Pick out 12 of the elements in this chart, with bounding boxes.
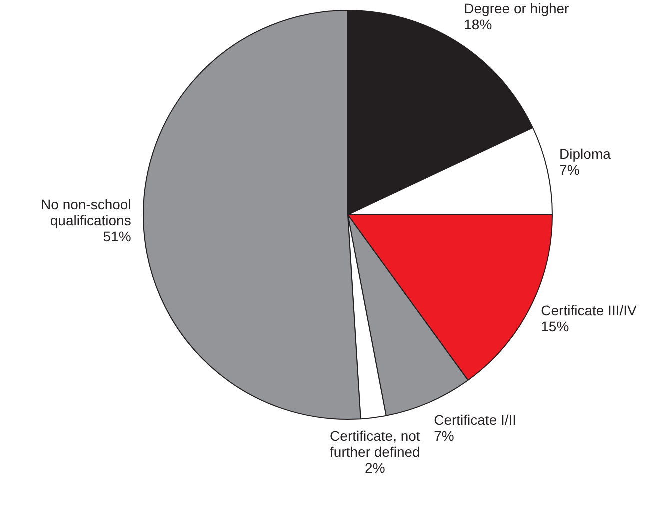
slice-label: No non-school qualifications <box>41 196 132 228</box>
slice-label: Certificate I/II <box>434 412 517 428</box>
data-label: 7% <box>560 162 580 178</box>
slice-label: Certificate III/IV <box>541 302 638 319</box>
slice-label: Degree or higher <box>464 0 570 16</box>
data-label: 51% <box>103 228 132 244</box>
slice-label: Diploma <box>560 146 612 162</box>
data-label: 18% <box>464 16 492 32</box>
slice-label: Certificate, not further defined <box>330 428 420 460</box>
data-label: 15% <box>541 318 570 335</box>
data-label: 7% <box>434 428 454 444</box>
data-label: 2% <box>365 460 386 476</box>
